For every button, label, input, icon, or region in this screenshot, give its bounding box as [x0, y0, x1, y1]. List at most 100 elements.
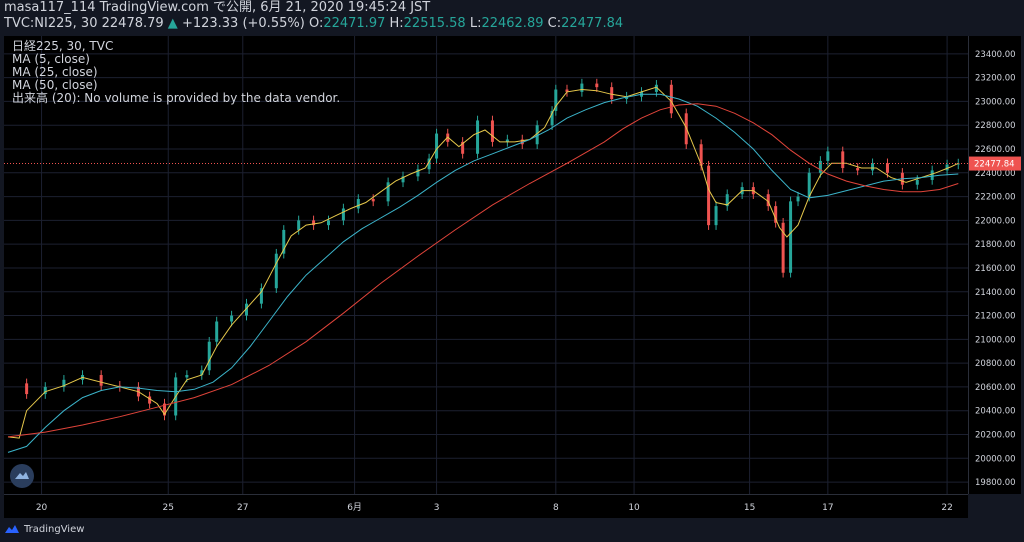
- candle: [215, 316, 219, 347]
- price-tick-label: 23200.00: [975, 74, 1016, 84]
- candle: [99, 370, 103, 391]
- candle: [841, 146, 845, 173]
- candle: [490, 115, 494, 147]
- candle: [245, 298, 248, 321]
- price-tick-label: 21400.00: [975, 288, 1016, 298]
- price-tick-label: 23000.00: [975, 97, 1016, 107]
- chart-pane[interactable]: 日経225, 30, TVC MA (5, close) MA (25, clo…: [4, 36, 968, 494]
- candle: [274, 248, 278, 293]
- time-tick-label: 15: [744, 503, 755, 513]
- high-value: 22515.58: [403, 16, 466, 31]
- candle: [461, 137, 465, 159]
- low-value: 22462.89: [481, 16, 544, 31]
- tradingview-logo-icon: [5, 525, 19, 533]
- candle: [427, 153, 431, 174]
- candle: [312, 215, 316, 230]
- last-price: 22478.79: [101, 16, 164, 31]
- candle: [371, 194, 375, 207]
- candle: [401, 171, 405, 188]
- price-tick-label: 23400.00: [975, 50, 1016, 60]
- candle: [818, 156, 822, 178]
- time-tick-label: 8: [553, 503, 559, 513]
- candle: [550, 106, 554, 130]
- candle: [505, 134, 509, 147]
- candle: [554, 84, 558, 116]
- footer-bar: TradingView: [0, 518, 1024, 542]
- symbol-label: TVC:NI225, 30: [4, 16, 98, 31]
- last-price-tag-label: 22477.84: [974, 160, 1015, 170]
- candle: [62, 375, 66, 392]
- price-tick-label: 20000.00: [975, 454, 1016, 464]
- candle: [725, 189, 729, 211]
- candle: [118, 380, 122, 392]
- time-tick-label: 3: [434, 503, 440, 513]
- candle: [669, 80, 673, 119]
- close-label: C:: [547, 16, 562, 31]
- price-axis[interactable]: 19800.00 20000.00 20200.00 20400.00 20600.00…: [968, 36, 1021, 494]
- legend-ma5[interactable]: MA (5, close): [12, 52, 90, 66]
- price-tick-label: 21200.00: [975, 312, 1016, 322]
- ma50-line[interactable]: [7, 103, 959, 438]
- last-price-tag: [969, 156, 1021, 171]
- price-tick-label: 22200.00: [975, 193, 1016, 203]
- price-tick-label: 20600.00: [975, 383, 1016, 393]
- candle: [356, 194, 360, 214]
- time-tick-label: 22: [941, 503, 952, 513]
- open-value: 22471.97: [323, 16, 386, 31]
- price-tick-label: 21600.00: [975, 264, 1016, 274]
- publish-info: masa117_114 TradingView.com で公開, 6月 21, …: [4, 0, 431, 15]
- study-legend: 日経225, 30, TVC MA (5, close) MA (25, clo…: [12, 40, 340, 105]
- tradingview-badge-icon: [10, 464, 34, 488]
- time-axis[interactable]: 20 25 27 6月 3 8 10 15 17 22: [4, 494, 968, 519]
- candle: [856, 163, 860, 176]
- ma5-line[interactable]: [7, 86, 959, 439]
- chart-header: masa117_114 TradingView.com で公開, 6月 21, …: [4, 0, 1014, 32]
- time-tick-label: 25: [163, 503, 174, 513]
- candle: [945, 159, 949, 176]
- price-change: +123.33 (+0.55%): [181, 16, 305, 31]
- candle: [341, 203, 345, 226]
- ma25-line[interactable]: [7, 93, 959, 453]
- candle: [200, 365, 204, 380]
- price-tick-label: 22000.00: [975, 216, 1016, 226]
- candle: [781, 218, 785, 278]
- candle: [416, 164, 420, 182]
- legend-symbol[interactable]: 日経225, 30, TVC: [12, 39, 114, 53]
- time-tick-label: 27: [237, 503, 248, 513]
- time-tick-label: 17: [822, 503, 833, 513]
- time-axis-svg: 20 25 27 6月 3 8 10 15 17 22: [36, 502, 953, 513]
- time-tick-label: 20: [36, 503, 48, 513]
- price-tick-label: 21800.00: [975, 240, 1016, 250]
- up-arrow-icon: ▲: [167, 16, 178, 31]
- candle: [766, 189, 770, 211]
- legend-volume[interactable]: 出来高 (20): No volume is provided by the d…: [12, 91, 341, 105]
- candle: [207, 336, 211, 376]
- ohlc-line: TVC:NI225, 30 22478.79 ▲ +123.33 (+0.55%…: [4, 16, 1014, 32]
- tradingview-logo[interactable]: TradingView: [4, 523, 84, 535]
- price-tick-label: 20200.00: [975, 431, 1016, 441]
- candle: [871, 158, 875, 176]
- open-label: O:: [308, 16, 324, 31]
- legend-ma50[interactable]: MA (50, close): [12, 78, 98, 92]
- candle: [476, 115, 480, 159]
- candle: [774, 201, 778, 228]
- candle: [930, 165, 934, 185]
- low-label: L:: [469, 16, 482, 31]
- high-label: H:: [389, 16, 404, 31]
- candle: [435, 128, 439, 164]
- candle: [826, 146, 830, 166]
- candle: [565, 84, 569, 97]
- price-tick-label: 21000.00: [975, 335, 1016, 345]
- candle: [25, 378, 29, 399]
- candle: [43, 382, 47, 399]
- legend-ma25[interactable]: MA (25, close): [12, 65, 98, 79]
- time-tick-label: 6月: [347, 502, 362, 513]
- candle: [580, 78, 584, 97]
- price-chart-svg[interactable]: [4, 36, 968, 494]
- candle: [326, 215, 330, 230]
- price-tick-label: 22600.00: [975, 145, 1016, 155]
- candle: [789, 196, 793, 278]
- candle: [163, 398, 167, 421]
- time-tick-label: 10: [628, 503, 640, 513]
- candle: [230, 310, 234, 327]
